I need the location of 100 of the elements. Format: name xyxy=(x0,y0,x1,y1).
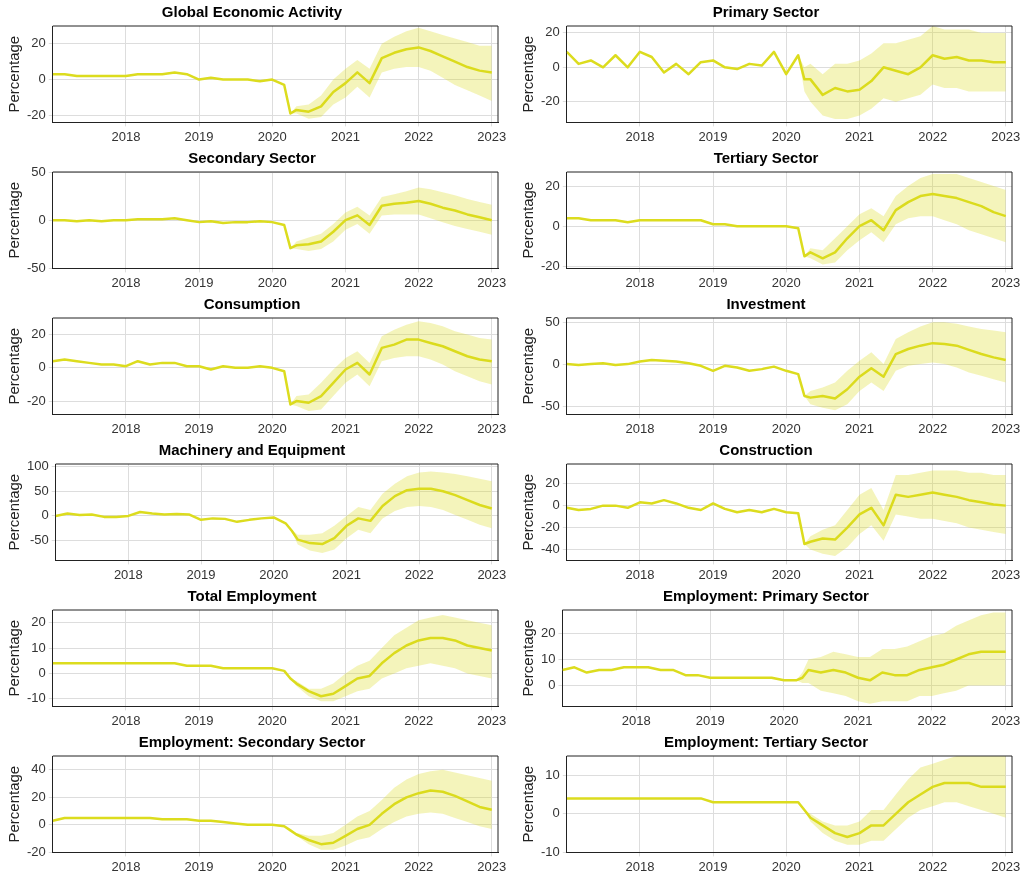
x-tick-label: 2019 xyxy=(184,128,214,144)
y-tick-label: 0 xyxy=(38,816,46,832)
x-tick-label: 2019 xyxy=(695,712,725,728)
x-tick-label: 2023 xyxy=(477,128,507,144)
x-tick-label: 2019 xyxy=(698,566,728,582)
x-tick-label: 2020 xyxy=(771,858,801,874)
x-tick-label: 2019 xyxy=(184,712,214,728)
y-axis-title: Percentage xyxy=(519,473,537,551)
chart-title: Tertiary Sector xyxy=(713,149,819,167)
y-tick-label: 0 xyxy=(552,805,560,821)
y-tick-label: 10 xyxy=(545,766,560,782)
x-tick-label: 2023 xyxy=(477,858,507,874)
y-tick-label: 50 xyxy=(31,163,46,179)
x-tick-label: 2021 xyxy=(845,566,874,582)
y-axis-title: Percentage xyxy=(5,327,23,405)
y-tick-label: -20 xyxy=(26,106,46,122)
x-tick-label: 2018 xyxy=(111,128,141,144)
x-tick-label: 2019 xyxy=(184,274,214,290)
x-tick-label: 2021 xyxy=(845,128,874,144)
chart-title: Employment: Secondary Sector xyxy=(138,733,366,751)
y-tick-label: 0 xyxy=(38,665,46,680)
y-axis-title: Percentage xyxy=(5,181,23,259)
x-tick-label: 2018 xyxy=(625,420,655,436)
x-tick-label: 2019 xyxy=(186,566,216,582)
x-tick-label: 2022 xyxy=(918,274,948,290)
x-tick-label: 2019 xyxy=(698,420,728,436)
y-tick-label: 0 xyxy=(552,497,560,513)
x-tick-label: 2018 xyxy=(111,420,141,436)
x-tick-label: 2022 xyxy=(404,712,434,728)
x-tick-label: 2018 xyxy=(113,566,143,582)
x-tick-label: 2019 xyxy=(184,420,214,436)
chart-title: Construction xyxy=(719,441,813,459)
x-tick-label: 2020 xyxy=(257,858,287,874)
y-tick-label: 50 xyxy=(545,313,560,329)
x-tick-label: 2021 xyxy=(331,274,360,290)
chart-title: Consumption xyxy=(203,295,301,313)
y-tick-label: 20 xyxy=(540,625,556,641)
x-tick-label: 2021 xyxy=(845,858,874,874)
y-axis-title: Percentage xyxy=(519,35,537,113)
y-tick-label: -20 xyxy=(26,392,46,408)
x-tick-label: 2020 xyxy=(257,712,287,728)
y-tick-label: 40 xyxy=(31,761,46,777)
x-tick-label: 2023 xyxy=(991,274,1021,290)
x-tick-label: 2022 xyxy=(404,128,434,144)
y-tick-label: 50 xyxy=(34,482,49,498)
x-tick-label: 2020 xyxy=(771,274,801,290)
x-tick-label: 2019 xyxy=(698,128,728,144)
y-tick-label: 10 xyxy=(540,651,556,667)
x-tick-label: 2023 xyxy=(991,712,1021,728)
x-tick-label: 2022 xyxy=(918,858,948,874)
chart-title: Investment xyxy=(726,295,806,313)
y-tick-label: -20 xyxy=(540,257,560,273)
x-tick-label: 2021 xyxy=(843,712,873,728)
y-axis-title: Percentage xyxy=(5,765,23,843)
chart-title: Total Employment xyxy=(187,587,317,605)
y-tick-label: -10 xyxy=(540,843,560,859)
y-axis-title: Percentage xyxy=(5,473,23,551)
x-tick-label: 2019 xyxy=(698,858,728,874)
chart-title: Employment: Primary Sector xyxy=(663,587,870,605)
y-tick-label: 0 xyxy=(552,217,560,233)
y-tick-label: 0 xyxy=(552,58,560,74)
y-tick-label: 20 xyxy=(31,788,46,804)
x-tick-label: 2021 xyxy=(845,274,874,290)
y-tick-label: 20 xyxy=(545,475,560,491)
x-tick-label: 2022 xyxy=(404,566,434,582)
y-tick-label: -20 xyxy=(26,843,46,859)
x-tick-label: 2022 xyxy=(918,420,948,436)
x-tick-label: 2018 xyxy=(625,274,655,290)
y-tick-label: -10 xyxy=(26,690,46,706)
x-tick-label: 2018 xyxy=(111,712,141,728)
y-tick-label: -40 xyxy=(540,541,560,557)
y-tick-label: 0 xyxy=(38,211,46,227)
x-tick-label: 2018 xyxy=(625,128,655,144)
y-tick-label: 10 xyxy=(31,639,46,655)
x-tick-label: 2023 xyxy=(991,420,1021,436)
x-tick-label: 2023 xyxy=(991,566,1021,582)
chart-title: Global Economic Activity xyxy=(161,3,343,21)
x-tick-label: 2021 xyxy=(331,420,360,436)
x-tick-label: 2020 xyxy=(257,128,287,144)
x-tick-label: 2023 xyxy=(477,566,507,582)
x-tick-label: 2020 xyxy=(257,274,287,290)
x-tick-label: 2019 xyxy=(184,858,214,874)
x-tick-label: 2021 xyxy=(845,420,874,436)
y-tick-label: 20 xyxy=(31,326,46,342)
chart-title: Secondary Sector xyxy=(188,149,316,167)
x-tick-label: 2021 xyxy=(332,566,361,582)
y-axis-title: Percentage xyxy=(519,765,537,843)
y-tick-label: -50 xyxy=(29,532,49,548)
x-tick-label: 2020 xyxy=(771,128,801,144)
x-tick-label: 2023 xyxy=(477,712,507,728)
y-tick-label: 0 xyxy=(38,71,46,87)
y-tick-label: -50 xyxy=(26,259,46,275)
y-axis-title: Percentage xyxy=(519,181,537,259)
x-tick-label: 2021 xyxy=(331,128,360,144)
y-axis-title: Percentage xyxy=(5,35,23,113)
y-tick-label: 0 xyxy=(41,507,49,523)
y-tick-label: 0 xyxy=(38,359,46,375)
y-tick-label: 20 xyxy=(31,614,46,630)
x-tick-label: 2022 xyxy=(917,712,947,728)
chart-title: Primary Sector xyxy=(712,3,820,21)
